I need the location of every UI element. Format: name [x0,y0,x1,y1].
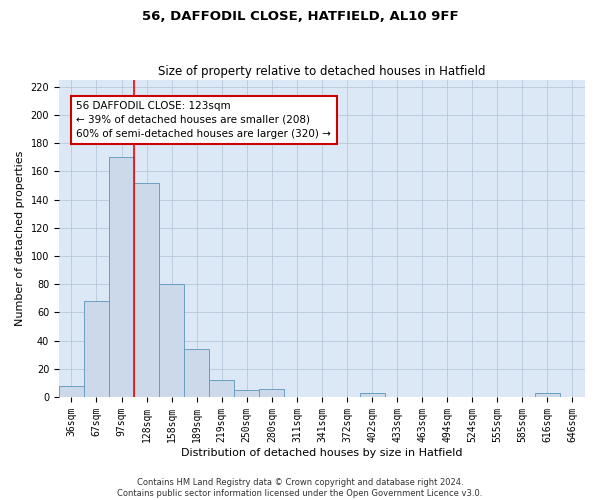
Text: Contains HM Land Registry data © Crown copyright and database right 2024.
Contai: Contains HM Land Registry data © Crown c… [118,478,482,498]
Y-axis label: Number of detached properties: Number of detached properties [15,150,25,326]
Bar [259,388,284,397]
Text: 56 DAFFODIL CLOSE: 123sqm
← 39% of detached houses are smaller (208)
60% of semi: 56 DAFFODIL CLOSE: 123sqm ← 39% of detac… [76,101,331,139]
Bar [184,349,209,397]
Bar [209,380,234,397]
Bar [84,301,109,397]
Bar [109,157,134,397]
Bar [359,392,385,397]
Bar [535,392,560,397]
Title: Size of property relative to detached houses in Hatfield: Size of property relative to detached ho… [158,66,486,78]
Bar [234,390,259,397]
X-axis label: Distribution of detached houses by size in Hatfield: Distribution of detached houses by size … [181,448,463,458]
Text: 56, DAFFODIL CLOSE, HATFIELD, AL10 9FF: 56, DAFFODIL CLOSE, HATFIELD, AL10 9FF [142,10,458,23]
Bar [59,386,84,397]
Bar [159,284,184,397]
Bar [134,182,159,397]
